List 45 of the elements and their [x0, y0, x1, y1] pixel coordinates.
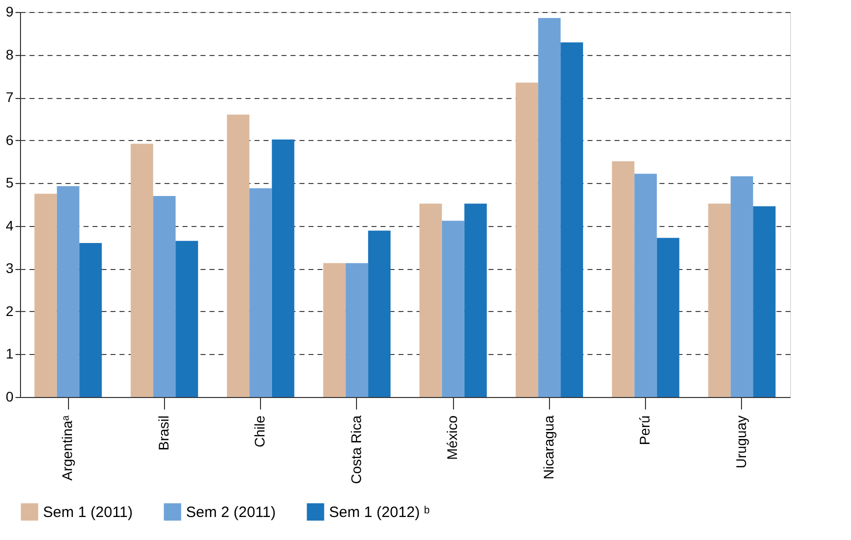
bar [249, 188, 272, 397]
y-tick-label: 8 [6, 46, 14, 62]
bar [634, 174, 657, 397]
bar [442, 220, 464, 397]
y-tick-label: 0 [6, 388, 14, 404]
bar [656, 238, 680, 397]
x-tick-label: Chile [252, 415, 268, 448]
y-tick-label: 6 [6, 132, 14, 148]
legend-label: Sem 1 (2012) ᵇ [329, 504, 430, 521]
bar [516, 82, 538, 397]
x-tick-label: Costa Rica [348, 415, 364, 484]
y-tick-label: 2 [6, 302, 14, 319]
y-tick-label: 9 [6, 4, 14, 20]
y-tick-label: 4 [6, 217, 14, 234]
bar [419, 204, 442, 397]
legend-label: Sem 2 (2011) [186, 504, 276, 521]
bar [56, 186, 80, 397]
x-tick-label: Nicaragua [540, 415, 556, 480]
x-tick-label: Brasil [155, 416, 172, 451]
y-tick-label: 1 [6, 346, 14, 362]
x-tick-label: Perú [636, 416, 653, 446]
bar [176, 240, 198, 397]
bar [34, 194, 57, 397]
x-tick-label: Uruguay [732, 416, 749, 468]
y-tick-label: 3 [6, 260, 14, 276]
bar [708, 204, 731, 397]
bar [346, 263, 368, 397]
bar [612, 161, 634, 397]
bar [753, 206, 776, 397]
y-tick-label: 5 [6, 174, 14, 191]
bar [79, 243, 102, 397]
bar [226, 114, 250, 397]
bar [153, 196, 176, 397]
x-tick-label: Argentinaᵃ [59, 414, 76, 481]
bar [368, 230, 391, 397]
legend-label: Sem 1 (2011) [43, 504, 133, 521]
x-tick-label: México [444, 415, 460, 460]
bar [323, 263, 346, 397]
y-tick-label: 7 [6, 89, 14, 106]
bar [464, 204, 487, 397]
bar [272, 139, 294, 397]
bar [560, 42, 584, 397]
bar [130, 144, 154, 397]
bar [538, 18, 561, 397]
bar [730, 176, 754, 397]
